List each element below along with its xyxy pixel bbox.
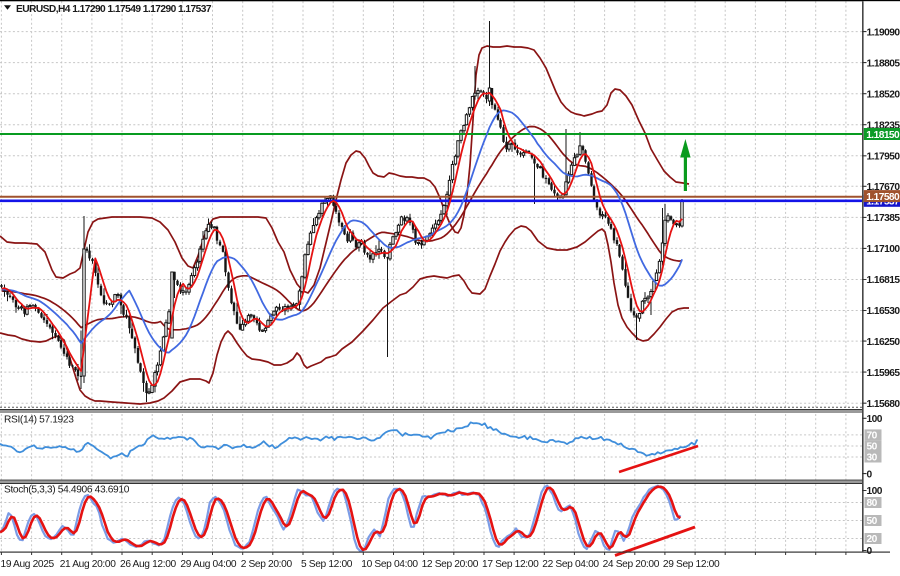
svg-text:80: 80 (867, 498, 878, 509)
svg-text:19 Aug 2025: 19 Aug 2025 (1, 559, 55, 570)
svg-text:1.17100: 1.17100 (867, 244, 900, 255)
svg-text:2 Sep 20:00: 2 Sep 20:00 (241, 559, 293, 570)
svg-text:22 Sep 04:00: 22 Sep 04:00 (542, 559, 599, 570)
svg-text:RSI(14) 57.1923: RSI(14) 57.1923 (4, 415, 74, 426)
svg-text:1.17950: 1.17950 (867, 152, 900, 163)
svg-text:21 Aug 20:00: 21 Aug 20:00 (60, 559, 117, 570)
svg-text:29 Aug 04:00: 29 Aug 04:00 (180, 559, 237, 570)
svg-text:1.17537: 1.17537 (866, 197, 900, 208)
svg-text:EURUSD,H4 1.17290 1.17549 1.17: EURUSD,H4 1.17290 1.17549 1.17290 1.1753… (16, 4, 212, 15)
svg-text:17 Sep 12:00: 17 Sep 12:00 (482, 559, 539, 570)
svg-text:1.17580: 1.17580 (866, 192, 900, 203)
svg-text:0: 0 (867, 469, 873, 480)
svg-text:0: 0 (867, 546, 873, 557)
svg-text:1.16815: 1.16815 (867, 275, 900, 286)
svg-text:1.15965: 1.15965 (867, 368, 900, 379)
svg-text:1.18805: 1.18805 (867, 58, 900, 69)
svg-text:50: 50 (867, 442, 878, 453)
svg-text:12 Sep 20:00: 12 Sep 20:00 (422, 559, 479, 570)
svg-text:1.17385: 1.17385 (867, 213, 900, 224)
svg-text:100: 100 (867, 486, 883, 497)
svg-text:1.18235: 1.18235 (867, 120, 900, 131)
svg-text:24 Sep 20:00: 24 Sep 20:00 (603, 559, 660, 570)
svg-text:1.17670: 1.17670 (867, 182, 900, 193)
svg-text:1.15680: 1.15680 (867, 399, 900, 410)
svg-text:1.19090: 1.19090 (867, 27, 900, 38)
svg-text:100: 100 (867, 414, 883, 425)
svg-text:29 Sep 12:00: 29 Sep 12:00 (663, 559, 720, 570)
svg-text:1.18150: 1.18150 (866, 130, 900, 141)
svg-text:Stoch(5,3,3) 54.4906 43.6910: Stoch(5,3,3) 54.4906 43.6910 (4, 485, 130, 496)
svg-text:10 Sep 04:00: 10 Sep 04:00 (361, 559, 418, 570)
svg-text:70: 70 (867, 431, 878, 442)
svg-text:26 Aug 12:00: 26 Aug 12:00 (120, 559, 177, 570)
svg-text:5 Sep 12:00: 5 Sep 12:00 (301, 559, 353, 570)
svg-text:1.16530: 1.16530 (867, 306, 900, 317)
svg-text:50: 50 (867, 516, 878, 527)
svg-text:1.16250: 1.16250 (867, 337, 900, 348)
svg-text:20: 20 (867, 534, 878, 545)
svg-text:30: 30 (867, 453, 878, 464)
svg-text:1.18520: 1.18520 (867, 89, 900, 100)
